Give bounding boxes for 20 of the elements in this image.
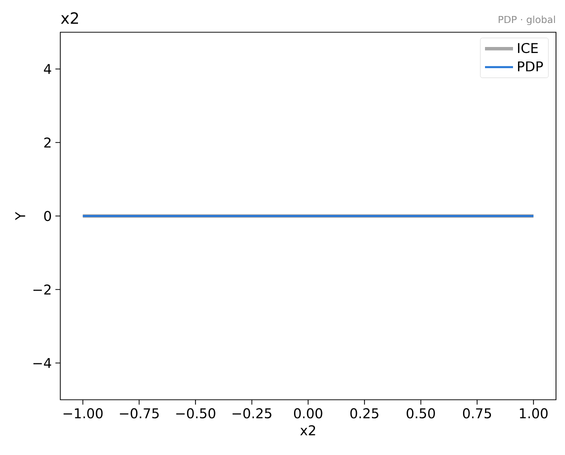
legend-label: PDP xyxy=(518,61,543,72)
y-axis-title: Y xyxy=(15,212,26,220)
y-tick-label: −2 xyxy=(33,284,51,295)
x-tick-label: −0.75 xyxy=(120,408,159,418)
x-tick-label: −0.50 xyxy=(176,408,216,418)
x-tick-label: 0.00 xyxy=(294,408,322,418)
legend-label: ICE xyxy=(518,42,538,54)
y-tick-label: 4 xyxy=(44,64,52,74)
x-axis-title: x2 xyxy=(300,425,316,436)
x-tick-label: 1.00 xyxy=(520,408,548,418)
y-tick-label: 2 xyxy=(44,137,51,148)
x-tick-label: −1.00 xyxy=(64,408,103,418)
y-tick-label: 0 xyxy=(44,210,51,222)
x-tick-label: −0.25 xyxy=(232,408,272,418)
chart-title: x2 xyxy=(60,12,78,24)
text: PDP · global xyxy=(498,16,555,26)
x-tick-label: 0.50 xyxy=(406,408,435,418)
y-tick-label: −4 xyxy=(33,358,52,368)
x-tick-label: 0.25 xyxy=(350,408,378,418)
x-tick-label: 0.75 xyxy=(463,408,491,418)
